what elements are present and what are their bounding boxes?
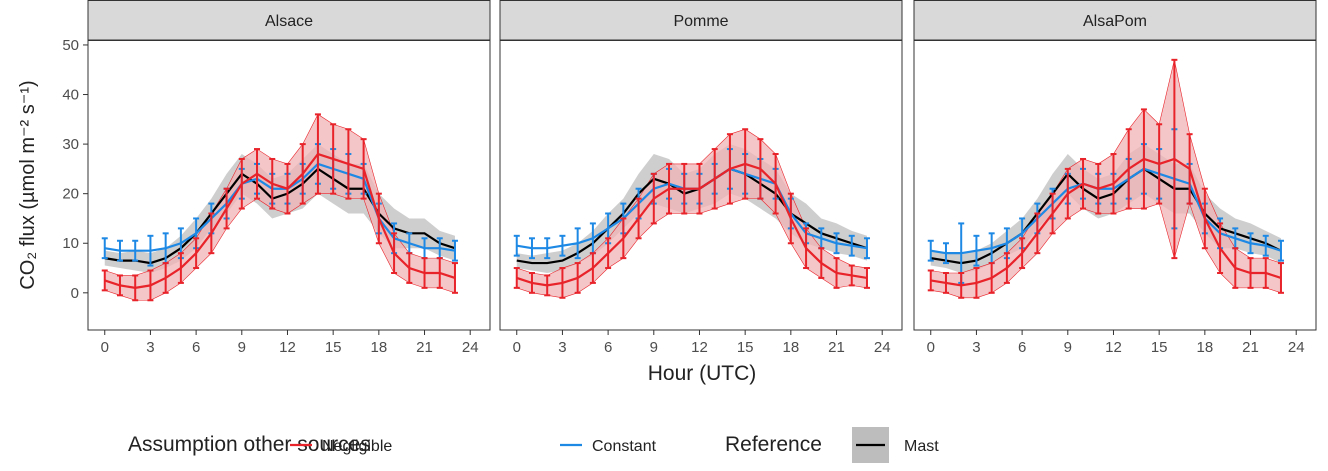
plot-area <box>927 58 1284 299</box>
panel-border <box>913 39 1317 331</box>
x-tick-label: 6 <box>604 339 612 356</box>
line <box>516 162 868 287</box>
error-bar <box>863 237 870 260</box>
x-tick-label: 3 <box>558 339 566 356</box>
y-axis-label: CO₂ flux (µmol m⁻² s⁻¹) <box>17 80 39 289</box>
x-tick-label: 3 <box>146 339 154 356</box>
x-tick-label: 6 <box>1018 339 1026 356</box>
y-tick-label: 30 <box>62 136 79 153</box>
x-tick-label: 24 <box>874 339 891 356</box>
y-tick-label: 10 <box>62 235 79 252</box>
x-tick-label: 18 <box>782 339 799 356</box>
line <box>930 157 1282 287</box>
line <box>930 167 1282 255</box>
x-axis-label: Hour (UTC) <box>648 362 757 385</box>
plot-area <box>513 128 870 299</box>
line <box>104 162 456 252</box>
x-tick-label: 3 <box>972 339 980 356</box>
x-tick-label: 15 <box>325 339 342 356</box>
facet-title: Pomme <box>673 13 728 30</box>
x-tick-label: 12 <box>1105 339 1122 356</box>
line <box>930 167 1282 265</box>
plot-area <box>101 113 458 302</box>
facet-title: Alsace <box>265 13 313 30</box>
x-tick-label: 0 <box>101 339 109 356</box>
x-tick-label: 0 <box>927 339 935 356</box>
x-tick-label: 18 <box>370 339 387 356</box>
strip <box>499 0 903 41</box>
legend-label: Mast <box>904 438 939 455</box>
x-tick-label: 0 <box>513 339 521 356</box>
x-tick-label: 12 <box>691 339 708 356</box>
ribbon <box>104 113 456 301</box>
x-tick-label: 9 <box>238 339 246 356</box>
legend-label: Constant <box>592 438 657 455</box>
strip <box>87 0 491 41</box>
x-tick-label: 12 <box>279 339 296 356</box>
x-tick-label: 9 <box>650 339 658 356</box>
y-tick-label: 50 <box>62 37 79 54</box>
x-tick-label: 18 <box>1196 339 1213 356</box>
x-tick-label: 15 <box>737 339 754 356</box>
x-tick-label: 21 <box>828 339 845 356</box>
y-tick-label: 40 <box>62 87 79 104</box>
x-tick-label: 21 <box>1242 339 1259 356</box>
y-tick-label: 20 <box>62 186 79 203</box>
x-tick-label: 24 <box>1288 339 1305 356</box>
panel-border <box>87 39 491 331</box>
panel-border <box>499 39 903 331</box>
x-tick-label: 24 <box>462 339 479 356</box>
legend-title: Assumption other sources <box>128 433 371 456</box>
line <box>516 167 868 265</box>
line <box>104 152 456 289</box>
line <box>104 167 456 265</box>
facet-title: AlsaPom <box>1083 13 1147 30</box>
x-tick-label: 21 <box>416 339 433 356</box>
x-tick-label: 6 <box>192 339 200 356</box>
y-tick-label: 0 <box>71 285 79 302</box>
x-tick-label: 15 <box>1151 339 1168 356</box>
legend-label: Negligible <box>322 438 392 455</box>
legend-title: Reference <box>725 433 822 456</box>
x-tick-label: 9 <box>1064 339 1072 356</box>
